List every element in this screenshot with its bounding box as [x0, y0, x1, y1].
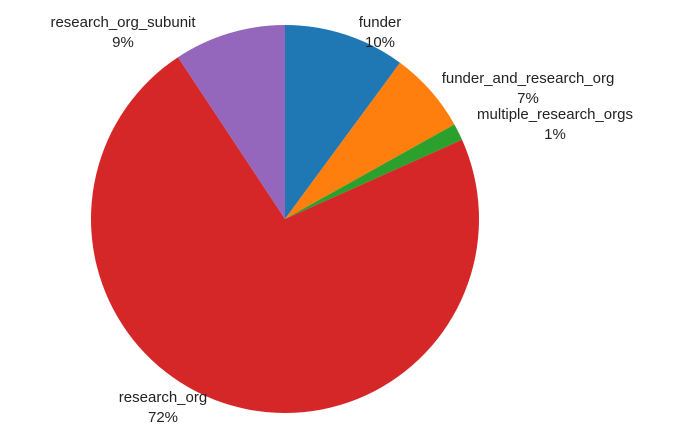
slice-percent-funder-and-research-org: 7%: [517, 90, 539, 107]
pie-slices: [90, 25, 479, 414]
slice-percent-funder: 10%: [365, 34, 395, 51]
pie-slice-funder-and-research-org: [285, 62, 455, 219]
slice-label-multiple-research-orgs: multiple_research_orgs: [477, 106, 633, 123]
slice-percent-research-org: 72%: [148, 409, 178, 426]
pie-slice-multiple-research-orgs: [285, 124, 463, 219]
pie-slice-research-org: [90, 57, 479, 414]
pie-slice-research-org-subunit: [177, 25, 285, 219]
slice-label-research-org-subunit: research_org_subunit: [50, 14, 196, 31]
slice-label-research-org: research_org: [119, 389, 207, 406]
pie-slice-funder: [285, 25, 401, 219]
slice-label-funder: funder: [359, 14, 402, 31]
pie-labels: funder 10% funder_and_research_org 7%multip…: [50, 14, 633, 426]
slice-percent-multiple-research-orgs: 1%: [544, 126, 566, 143]
slice-percent-research-org-subunit: 9%: [112, 34, 134, 51]
slice-label-funder-and-research-org: funder_and_research_org: [442, 70, 615, 87]
